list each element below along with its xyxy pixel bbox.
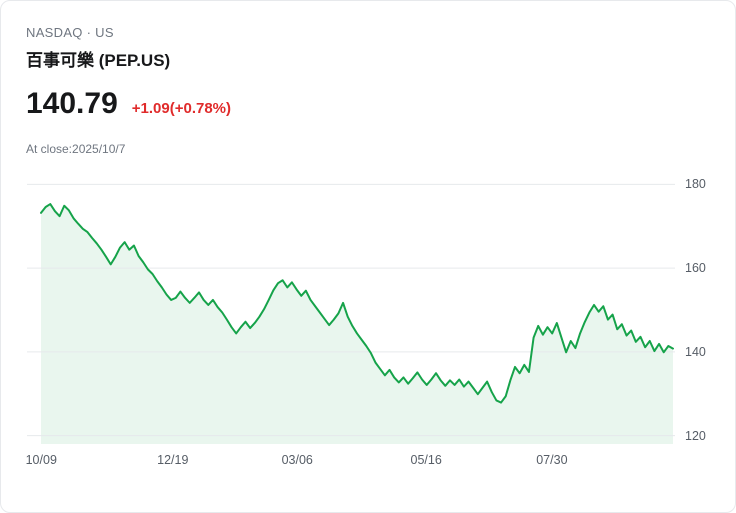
y-axis-label: 180	[685, 177, 706, 192]
stock-title: 百事可樂 (PEP.US)	[26, 51, 171, 70]
chart-area-fill	[41, 204, 673, 444]
price-chart-svg[interactable]	[27, 176, 675, 444]
y-axis: 180 160 140 120	[685, 176, 729, 444]
chart-price-line	[40, 203, 674, 404]
price-value: 140.79	[26, 87, 118, 120]
x-axis-label: 12/19	[157, 453, 189, 467]
x-axis-label: 05/16	[410, 453, 442, 467]
price-chart[interactable]	[27, 176, 675, 444]
y-axis-label: 140	[685, 344, 706, 359]
x-axis-label: 03/06	[281, 453, 313, 467]
price-change: +1.09(+0.78%)	[131, 100, 232, 117]
exchange-label: NASDAQ · US	[26, 25, 114, 40]
price-row: 140.79 +1.09(+0.78%)	[26, 87, 231, 121]
x-axis-label: 10/09	[25, 453, 57, 467]
x-axis: 10/09 12/19 03/06 05/16 07/30	[25, 453, 675, 473]
x-axis-label: 07/30	[536, 453, 568, 467]
y-axis-label: 160	[685, 261, 706, 276]
as-of-label: At close:2025/10/7	[26, 142, 126, 156]
y-axis-label: 120	[685, 428, 706, 443]
